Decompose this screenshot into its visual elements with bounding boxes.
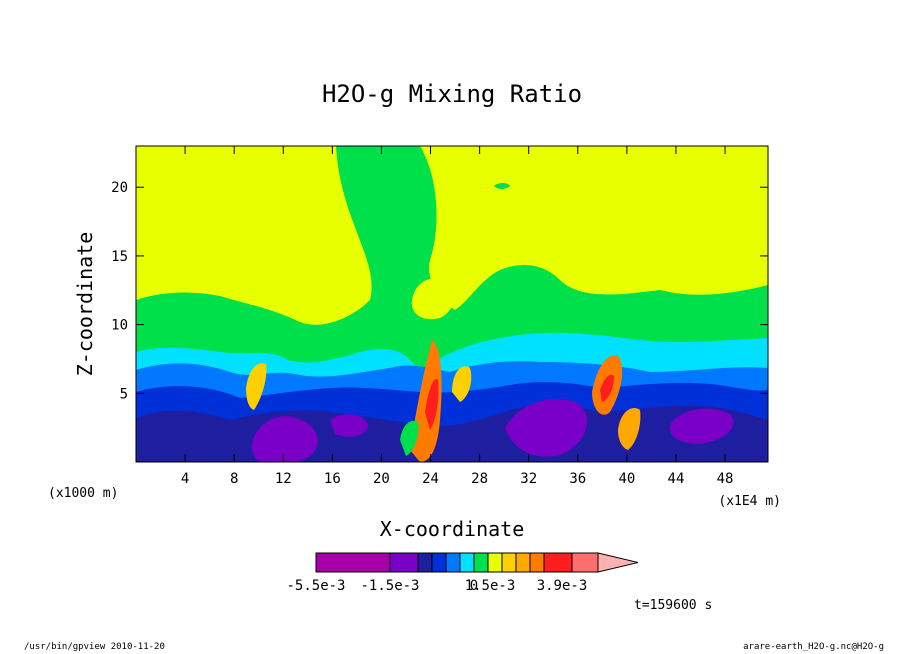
x-tick-label: 36 <box>569 471 586 487</box>
colorbar-swatch <box>515 552 531 573</box>
colorbar-swatch <box>459 552 475 573</box>
y-tick-label: 20 <box>111 180 128 196</box>
colorbar-tick-label: 3.9e-3 <box>537 578 588 594</box>
colorbar-swatch <box>315 552 391 573</box>
colorbar-tick-label: -1.5e-3 <box>360 578 419 594</box>
colorbar-swatch <box>529 552 545 573</box>
x-tick-label: 8 <box>230 471 238 487</box>
colorbar-tick-label: -5.5e-3 <box>286 578 345 594</box>
tower-orange-3 <box>618 408 641 450</box>
tower-yellow-1 <box>452 366 472 402</box>
colorbar-swatch <box>445 552 461 573</box>
x-scale-note: (x1000 m) <box>48 486 118 501</box>
level-yellow-pocket <box>411 278 456 320</box>
z-scale-note: (x1E4 m) <box>718 494 781 509</box>
y-tick-label: 15 <box>111 249 128 265</box>
level-purple-2 <box>505 398 588 457</box>
colorbar-swatch <box>501 552 517 573</box>
y-tick-label: 10 <box>111 318 128 334</box>
colorbar-swatch <box>571 552 599 573</box>
x-axis-label: X-coordinate <box>380 517 525 541</box>
green-blob <box>494 183 510 189</box>
colorbar-tick-label: 1.5e-3 <box>465 578 516 594</box>
colorbar-swatch <box>543 552 573 573</box>
time-label: t=159600 s <box>634 598 712 613</box>
colorbar-swatch <box>389 552 419 573</box>
x-tick-label: 48 <box>717 471 734 487</box>
colorbar-arrow <box>597 552 639 573</box>
x-tick-label: 16 <box>324 471 341 487</box>
x-tick-group: 4 8 12 16 20 24 28 32 36 40 44 48 <box>181 146 734 487</box>
tower-green-1 <box>400 420 419 456</box>
colorbar-tick-label: 0 <box>470 578 478 594</box>
chart-title: H2O-g Mixing Ratio <box>322 80 582 108</box>
colorbar-swatch <box>417 552 433 573</box>
x-tick-label: 28 <box>471 471 488 487</box>
colorbar-swatch <box>487 552 503 573</box>
tower-red-2 <box>600 374 614 402</box>
footer-left: /usr/bin/gpview 2010-11-20 <box>24 642 165 652</box>
colorbar-swatch <box>431 552 447 573</box>
contour-field <box>136 146 768 462</box>
x-tick-label: 20 <box>373 471 390 487</box>
colorbar-swatch <box>473 552 489 573</box>
x-tick-label: 4 <box>181 471 189 487</box>
x-tick-label: 12 <box>275 471 292 487</box>
footer-right: arare-earth_H2O-g.nc@H2O-g <box>743 642 884 652</box>
x-tick-label: 40 <box>618 471 635 487</box>
plot-frame <box>135 145 769 463</box>
level-purple-4 <box>330 414 368 437</box>
level-purple-3 <box>669 408 734 444</box>
colorbar <box>315 552 639 573</box>
x-tick-label: 44 <box>668 471 685 487</box>
level-purple-1 <box>251 416 318 462</box>
y-tick-group: 5 10 15 20 <box>111 180 768 402</box>
y-tick-label: 5 <box>120 386 128 402</box>
x-tick-label: 32 <box>520 471 537 487</box>
x-tick-label: 24 <box>422 471 439 487</box>
colorbar-labels: -5.5e-3 -1.5e-3 01.5e-3 3.9e-3 <box>286 578 587 594</box>
tower-yellow-2 <box>246 363 267 410</box>
y-axis-label: Z-coordinate <box>73 232 97 377</box>
tower-red-1 <box>425 379 439 430</box>
